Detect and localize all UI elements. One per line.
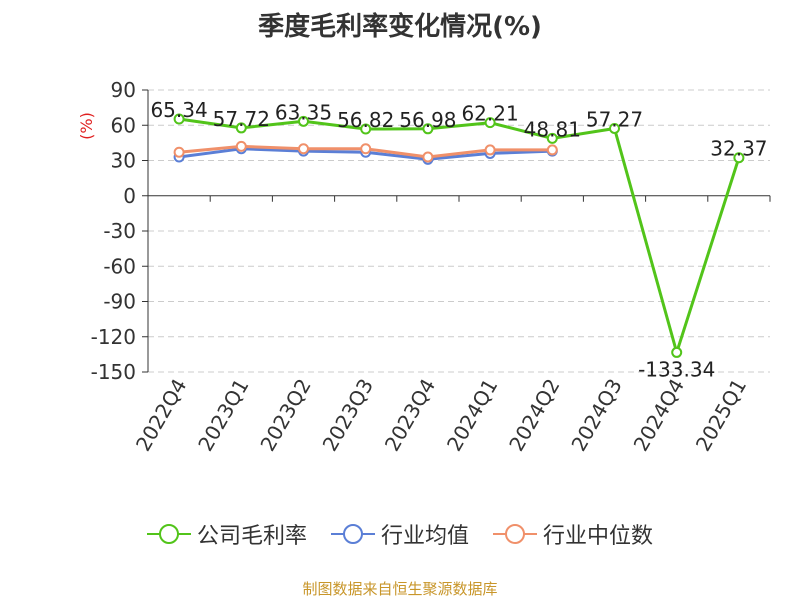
data-label: 65.34	[150, 98, 207, 122]
data-point-industry_median	[546, 144, 558, 156]
legend-marker-industry-median	[493, 524, 537, 544]
y-tick-label: 0	[123, 184, 136, 208]
x-tick-label: 2023Q4	[380, 375, 440, 456]
data-label: 32.37	[710, 137, 767, 161]
y-axis-unit: (%)	[77, 112, 96, 140]
y-tick-label: 30	[111, 149, 136, 173]
data-label: 56.98	[399, 108, 456, 132]
series-line-company	[178, 117, 741, 354]
chart-title: 季度毛利率变化情况(%)	[258, 12, 542, 42]
y-tick-label: 60	[111, 113, 136, 137]
data-point-industry_median	[484, 144, 496, 156]
data-point-company	[546, 132, 558, 144]
legend-label-company: 公司毛利率	[196, 524, 307, 549]
legend: 公司毛利率 行业均值 行业中位数	[0, 518, 800, 550]
x-tick-label: 2023Q2	[255, 375, 315, 456]
data-label: 57.72	[213, 107, 270, 131]
data-point-industry_median	[235, 140, 247, 152]
x-tick-label: 2023Q3	[318, 375, 378, 456]
data-label: 62.21	[461, 102, 518, 126]
data-point-company	[484, 117, 496, 129]
data-point-company	[422, 123, 434, 135]
data-label: 56.82	[337, 108, 394, 132]
y-tick-label: 90	[111, 78, 136, 102]
data-label: 63.35	[275, 100, 332, 124]
source-note: 制图数据来自恒生聚源数据库	[302, 580, 498, 598]
y-tick-label: -120	[91, 325, 136, 349]
y-tick-label: -60	[103, 254, 136, 278]
x-tick-label: 2024Q3	[566, 375, 626, 456]
legend-marker-industry-avg	[330, 524, 375, 544]
y-tick-label: -90	[103, 290, 136, 314]
legend-item-industry-median[interactable]: 行业中位数	[493, 518, 653, 550]
data-label: -133.34	[638, 357, 715, 381]
x-tick-label: 2024Q1	[442, 375, 502, 456]
data-point-industry_median	[173, 146, 185, 158]
x-tick-label: 2022Q4	[131, 375, 191, 456]
data-point-company	[671, 346, 683, 358]
x-tick-label: 2024Q4	[629, 375, 689, 456]
legend-item-industry-avg[interactable]: 行业均值	[330, 518, 469, 550]
data-point-company	[235, 122, 247, 134]
legend-marker-company	[146, 524, 191, 544]
data-label: 57.27	[586, 107, 643, 131]
y-tick-label: -150	[91, 360, 136, 384]
y-tick-label: -30	[103, 219, 136, 243]
data-point-company	[733, 152, 745, 164]
data-point-industry_median	[298, 143, 309, 155]
data-point-industry_median	[422, 151, 434, 163]
x-tick-label: 2024Q2	[504, 375, 564, 456]
x-tick-label: 2023Q1	[193, 375, 253, 456]
legend-label-industry-median: 行业中位数	[543, 524, 654, 549]
legend-item-company[interactable]: 公司毛利率	[146, 518, 307, 550]
data-point-company	[360, 123, 372, 135]
data-label: 48.81	[524, 117, 581, 141]
legend-label-industry-avg: 行业均值	[380, 524, 469, 549]
data-point-company	[173, 113, 185, 125]
data-point-company	[298, 115, 309, 127]
data-point-company	[609, 122, 620, 134]
data-point-industry_median	[360, 143, 372, 155]
x-tick-label: 2025Q1	[691, 375, 751, 456]
